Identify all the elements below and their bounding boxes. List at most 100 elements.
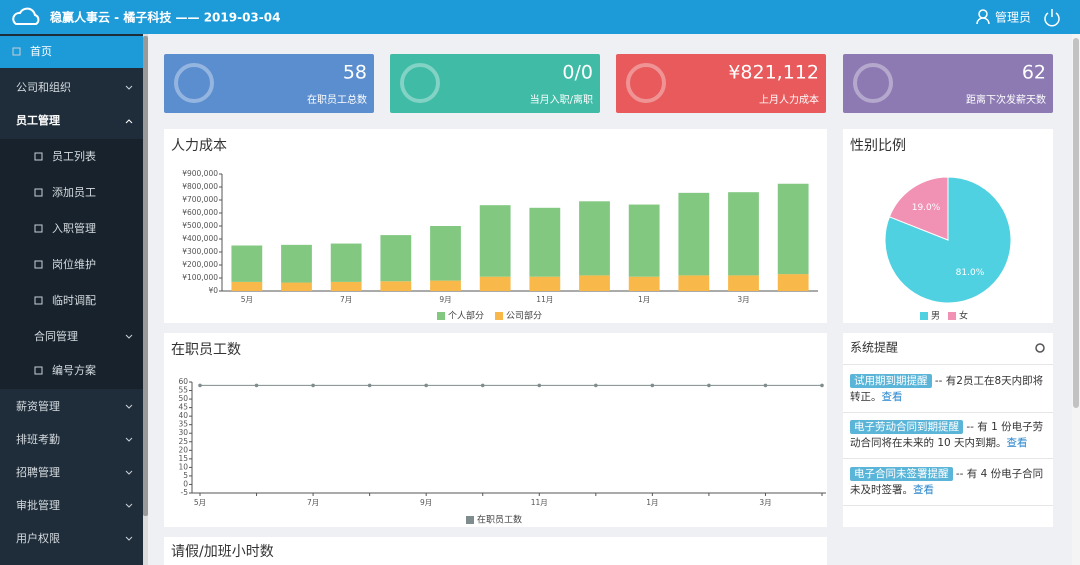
stat-icon [626,63,666,103]
bar [281,244,312,283]
bar [380,281,412,291]
point [311,383,315,388]
point [424,383,428,388]
slice-label: 81.0% [956,268,985,278]
stat-icon [853,63,893,103]
bar [330,281,362,291]
x-tick-label: 5月 [194,498,206,507]
menu-icon [34,366,43,375]
stat-card [843,54,1053,113]
y-tick-label: ¥700,000 [182,195,218,204]
user-icon [976,17,990,25]
menu-item[interactable]: 公司和组织 [16,80,71,94]
x-tick-label: 3月 [759,498,771,507]
reminder-text: -- 有 1 份电子劳动合同将在未来的 10 天内到期。 [850,421,1044,449]
menu-item[interactable]: 编号方案 [52,363,96,377]
chevron [125,119,133,124]
bar [281,282,312,291]
menu-item[interactable]: 排班考勤 [16,432,60,446]
bar [628,204,660,277]
legend-label[interactable]: 男 [931,311,940,322]
reminder-tag: 电子劳动合同到期提醒 [850,420,963,434]
bar [628,276,660,291]
x-tick-label: 11月 [536,295,553,304]
point [537,383,542,388]
divider [843,505,1053,506]
point [480,383,485,388]
slice-label: 19.0% [912,203,941,213]
active-item [0,36,143,68]
reminder-link[interactable]: 查看 [881,391,903,403]
chevron [125,85,133,90]
settings-icon[interactable] [1035,343,1045,353]
user-name[interactable]: 管理员 [995,10,1031,25]
menu-item[interactable]: 添加员工 [52,185,96,199]
reminder: 试用期到期提醒 -- 有2员工在8天内即将转正。查看 [850,373,1046,405]
y-tick-label: 50 [178,394,188,403]
reminder-text: -- 有 4 份电子合同未及时签署。 [850,468,1044,496]
x-tick-label: 7月 [340,295,352,304]
reminder-tag: 电子合同未签署提醒 [850,467,953,481]
menu-item[interactable]: 员工管理 [16,113,60,127]
menu-item[interactable]: 岗位维护 [52,257,96,271]
main-scroll-thumb [1073,38,1079,408]
point [707,383,711,388]
y-tick-label: ¥600,000 [182,208,218,217]
menu-item[interactable]: 用户权限 [16,531,60,545]
legend-label[interactable]: 女 [959,310,968,322]
chevron [125,404,133,409]
legend-label[interactable]: 个人部分 [448,310,484,322]
stat-value: ¥821,112 [728,62,819,84]
stat-value: 62 [1022,62,1046,84]
x-tick-label: 9月 [439,295,451,304]
reminder: 电子合同未签署提醒 -- 有 4 份电子合同未及时签署。查看 [850,466,1046,498]
reminder-link[interactable]: 查看 [913,484,934,496]
stat-icon [400,63,440,103]
x-tick-label: 11月 [531,498,548,507]
point [820,383,824,388]
bar [430,226,461,281]
menu-icon [34,188,43,197]
menu-item[interactable]: 审批管理 [16,498,60,512]
menu-item[interactable]: 招聘管理 [16,465,60,479]
y-tick-label: 20 [178,445,188,454]
y-tick-label: 45 [178,403,188,412]
menu-item[interactable]: 薪资管理 [16,399,60,413]
y-tick-label: 10 [178,462,188,471]
x-tick-label: 1月 [638,295,650,304]
reminder-link[interactable]: 查看 [1006,437,1028,449]
divider [843,412,1053,413]
legend-label[interactable]: 在职员工数 [477,514,522,526]
y-tick-label: 15 [178,454,188,463]
x-tick-label: 3月 [737,295,749,304]
logout-icon[interactable] [1044,9,1060,27]
legend-swatch [948,312,956,320]
bar [678,275,710,291]
point [763,383,768,388]
bar [231,245,263,282]
legend-swatch [495,312,503,320]
y-tick-label: ¥800,000 [182,182,218,191]
chevron [125,437,133,442]
bar [728,275,759,291]
sidebar-scroll-thumb [143,36,148,516]
menu-item[interactable]: 首页 [30,44,52,58]
y-tick-label: 0 [183,479,188,488]
bar [380,235,412,282]
stat-value: 0/0 [562,62,593,84]
top-bar [0,0,1080,34]
menu-item[interactable]: 员工列表 [52,149,96,163]
bar [678,192,710,276]
submenu [0,139,143,389]
menu-item[interactable]: 临时调配 [52,293,96,307]
menu-item[interactable]: 入职管理 [52,221,96,235]
chevron [125,334,133,339]
panel-title: 人力成本 [171,138,227,154]
panel [164,333,827,527]
stat-label: 当月入职/离职 [530,93,593,106]
chevron [125,470,133,475]
point [254,383,259,388]
menu-item[interactable]: 合同管理 [34,329,78,343]
legend-label[interactable]: 公司部分 [506,310,542,322]
stat-label: 在职员工总数 [307,93,367,106]
